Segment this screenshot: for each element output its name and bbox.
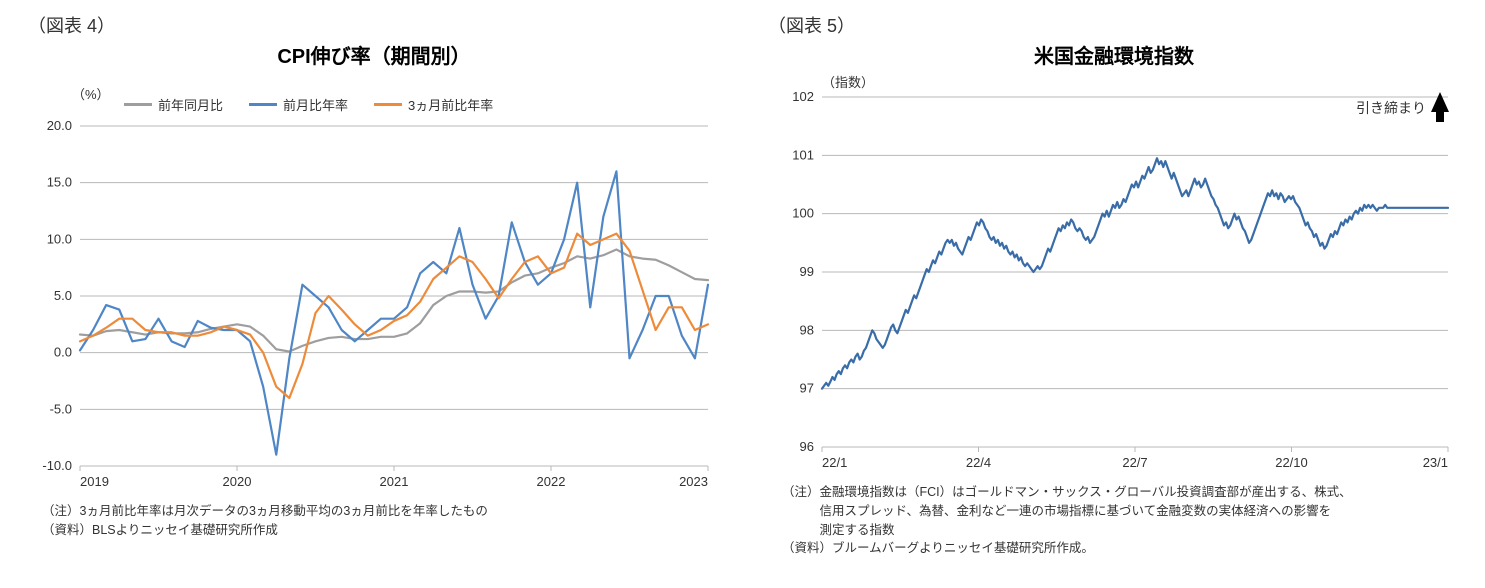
- legend-swatch-mom: [249, 103, 277, 106]
- svg-text:10.0: 10.0: [47, 231, 72, 246]
- svg-text:98: 98: [800, 322, 814, 337]
- legend-item-3m: 3ヵ月前比年率: [374, 95, 493, 114]
- chart4-yunit: （%）: [72, 84, 110, 103]
- chart4-svg: -10.0 -5.0 0.0 5.0 10.0 15.0 20.0 2019 2020 2021 2…: [24, 116, 724, 496]
- fig4-label: （図表 4）: [24, 12, 724, 38]
- svg-text:0.0: 0.0: [54, 345, 72, 360]
- legend-item-yoy: 前年同月比: [124, 95, 223, 114]
- svg-text:22/10: 22/10: [1275, 455, 1308, 470]
- chart4-title: CPI伸び率（期間別）: [24, 40, 724, 69]
- svg-text:100: 100: [792, 206, 814, 221]
- chart5-annotation: 引き締まり: [1356, 92, 1450, 124]
- svg-text:-5.0: -5.0: [50, 401, 72, 416]
- svg-text:97: 97: [800, 381, 814, 396]
- legend-item-mom: 前月比年率: [249, 95, 348, 114]
- chart5-wrap: 米国金融環境指数 （指数） 引き締まり 96 97 98 99 100 101 102 22/…: [764, 40, 1464, 477]
- svg-text:96: 96: [800, 439, 814, 454]
- legend-label-yoy: 前年同月比: [158, 95, 223, 114]
- charts-container: （図表 4） CPI伸び率（期間別） （%） 前年同月比 前月比年率 3ヵ月前比…: [24, 12, 1461, 558]
- annotation-text: 引き締まり: [1356, 98, 1426, 118]
- svg-text:23/1: 23/1: [1423, 455, 1448, 470]
- panel-right: （図表 5） 米国金融環境指数 （指数） 引き締まり 96 97 98 99 100 10…: [764, 12, 1464, 558]
- fig5-label: （図表 5）: [764, 12, 1464, 38]
- svg-text:15.0: 15.0: [47, 175, 72, 190]
- chart5-svg: 96 97 98 99 100 101 102 22/1 22/4 22/7 22/10 23/1: [764, 87, 1464, 477]
- svg-text:5.0: 5.0: [54, 288, 72, 303]
- svg-text:2021: 2021: [380, 474, 409, 489]
- svg-text:2020: 2020: [223, 474, 252, 489]
- legend-label-mom: 前月比年率: [283, 95, 348, 114]
- svg-text:101: 101: [792, 147, 814, 162]
- chart4-notes: （注）3ヵ月前比年率は月次データの3ヵ月移動平均の3ヵ月前比を年率したもの（資料…: [24, 502, 724, 540]
- legend-swatch-3m: [374, 103, 402, 106]
- svg-text:99: 99: [800, 264, 814, 279]
- arrow-up-icon: [1431, 92, 1449, 112]
- svg-text:2022: 2022: [537, 474, 566, 489]
- legend-swatch-yoy: [124, 103, 152, 106]
- svg-text:-10.0: -10.0: [42, 458, 72, 473]
- chart5-notes: （注）金融環境指数は（FCI）はゴールドマン・サックス・グローバル投資調査部が産…: [764, 483, 1464, 558]
- chart4-wrap: CPI伸び率（期間別） （%） 前年同月比 前月比年率 3ヵ月前比年率 -10.…: [24, 40, 724, 496]
- svg-text:22/4: 22/4: [966, 455, 991, 470]
- chart5-yunit: （指数）: [822, 72, 874, 91]
- svg-text:2019: 2019: [80, 474, 109, 489]
- svg-text:22/1: 22/1: [822, 455, 847, 470]
- panel-left: （図表 4） CPI伸び率（期間別） （%） 前年同月比 前月比年率 3ヵ月前比…: [24, 12, 724, 558]
- chart5-title: 米国金融環境指数: [764, 40, 1464, 69]
- legend-label-3m: 3ヵ月前比年率: [408, 95, 493, 114]
- chart4-legend: 前年同月比 前月比年率 3ヵ月前比年率: [64, 95, 724, 114]
- svg-text:102: 102: [792, 89, 814, 104]
- svg-text:22/7: 22/7: [1122, 455, 1147, 470]
- svg-text:2023: 2023: [679, 474, 708, 489]
- svg-text:20.0: 20.0: [47, 118, 72, 133]
